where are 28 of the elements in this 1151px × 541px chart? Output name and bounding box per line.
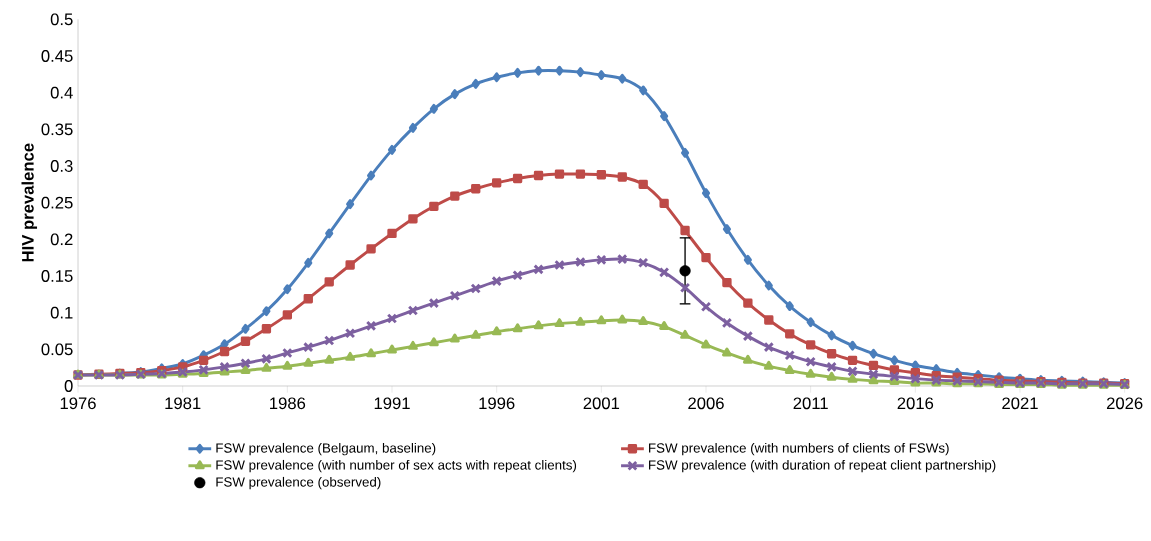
x-tick-label: 2001 bbox=[583, 397, 620, 410]
legend-label: FSW prevalence (observed) bbox=[216, 476, 381, 490]
legend-label: FSW prevalence (with numbers of clients of FSWs) bbox=[649, 442, 949, 456]
y-tick-label: 0.35 bbox=[41, 123, 73, 136]
x-tick-label: 1991 bbox=[374, 397, 410, 410]
x-tick-label: 1986 bbox=[270, 397, 306, 410]
x-tick-label: 2011 bbox=[793, 397, 828, 410]
y-tick-label: 0.05 bbox=[41, 343, 73, 356]
legend-label: FSW prevalence (Belgaum, baseline) bbox=[216, 442, 436, 456]
x-tick-label: 2026 bbox=[1106, 397, 1143, 410]
y-axis-title: HIV prevalence bbox=[21, 143, 38, 262]
y-tick-label: 0.5 bbox=[50, 13, 73, 26]
x-tick-label: 2016 bbox=[897, 397, 934, 410]
y-tick-label: 0.15 bbox=[41, 270, 73, 282]
y-tick-label: 0.2 bbox=[50, 233, 73, 246]
legend-label: FSW prevalence (with number of sex acts with repeat clients) bbox=[216, 459, 577, 473]
y-tick-label: 0.25 bbox=[41, 196, 73, 209]
y-tick-label: 0 bbox=[64, 380, 73, 392]
y-tick-label: 0.1 bbox=[50, 306, 73, 319]
x-tick-label: 2006 bbox=[688, 397, 724, 410]
x-tick-label: 1976 bbox=[60, 397, 96, 410]
legend-label: FSW prevalence (with duration of repeat client partnership) bbox=[649, 459, 996, 473]
x-tick-label: 1996 bbox=[479, 397, 515, 410]
y-tick-label: 0.3 bbox=[50, 160, 73, 172]
y-tick-label: 0.45 bbox=[41, 50, 73, 62]
x-tick-label: 1981 bbox=[165, 397, 201, 410]
y-tick-label: 0.4 bbox=[50, 86, 73, 99]
x-tick-label: 2021 bbox=[1002, 397, 1038, 410]
